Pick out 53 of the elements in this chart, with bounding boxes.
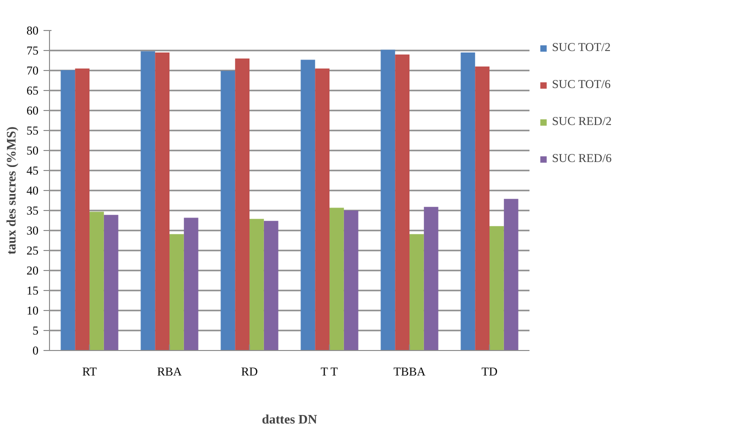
bar bbox=[315, 68, 330, 350]
y-axis-title: taux des sucres (%MS) bbox=[4, 126, 18, 254]
bar bbox=[220, 70, 236, 350]
bar bbox=[250, 218, 264, 350]
y-tick-label: 70 bbox=[26, 64, 38, 78]
y-tick-label: 15 bbox=[26, 284, 38, 298]
bar bbox=[460, 52, 476, 350]
bar bbox=[104, 214, 118, 350]
x-tick-label: T T bbox=[320, 364, 339, 378]
bar bbox=[140, 51, 156, 350]
y-tick-label: 55 bbox=[26, 124, 38, 138]
y-tick-label: 0 bbox=[32, 344, 38, 358]
bar bbox=[475, 66, 490, 350]
x-axis-title: dattes DN bbox=[262, 412, 318, 426]
x-tick-label: RT bbox=[82, 364, 98, 378]
bar bbox=[424, 206, 438, 350]
y-tick-label: 10 bbox=[26, 304, 38, 318]
legend-label: SUC RED/6 bbox=[552, 151, 612, 166]
bar bbox=[264, 220, 278, 350]
bar bbox=[60, 70, 76, 350]
y-tick-label: 60 bbox=[26, 104, 38, 118]
bar bbox=[155, 52, 170, 350]
x-tick-label: RBA bbox=[157, 364, 182, 378]
bar bbox=[504, 198, 518, 350]
bar bbox=[90, 212, 104, 350]
bar bbox=[184, 218, 198, 350]
y-tick-label: 30 bbox=[26, 224, 38, 238]
y-tick-label: 20 bbox=[26, 264, 38, 278]
x-tick-label: TD bbox=[482, 364, 498, 378]
legend-label: SUC TOT/2 bbox=[552, 40, 611, 55]
bar bbox=[380, 50, 396, 350]
y-tick-label: 40 bbox=[26, 184, 38, 198]
y-tick-label: 80 bbox=[26, 24, 38, 38]
bar bbox=[410, 234, 424, 350]
bar bbox=[395, 54, 410, 350]
bar bbox=[330, 208, 344, 350]
y-tick-label: 75 bbox=[26, 44, 38, 58]
bar bbox=[235, 58, 250, 350]
bar bbox=[344, 210, 358, 350]
y-tick-label: 25 bbox=[26, 244, 38, 258]
y-tick-label: 5 bbox=[32, 324, 38, 338]
y-tick-label: 45 bbox=[26, 164, 38, 178]
y-tick-label: 65 bbox=[26, 84, 38, 98]
legend-label: SUC RED/2 bbox=[552, 114, 612, 129]
x-tick-label: RD bbox=[241, 364, 258, 378]
bar bbox=[300, 60, 316, 350]
bar bbox=[170, 234, 184, 350]
legend-label: SUC TOT/6 bbox=[552, 77, 611, 92]
y-tick-label: 35 bbox=[26, 204, 38, 218]
bar bbox=[490, 226, 504, 350]
bar bbox=[75, 68, 90, 350]
y-tick-label: 50 bbox=[26, 144, 38, 158]
x-tick-label: TBBA bbox=[394, 364, 426, 378]
